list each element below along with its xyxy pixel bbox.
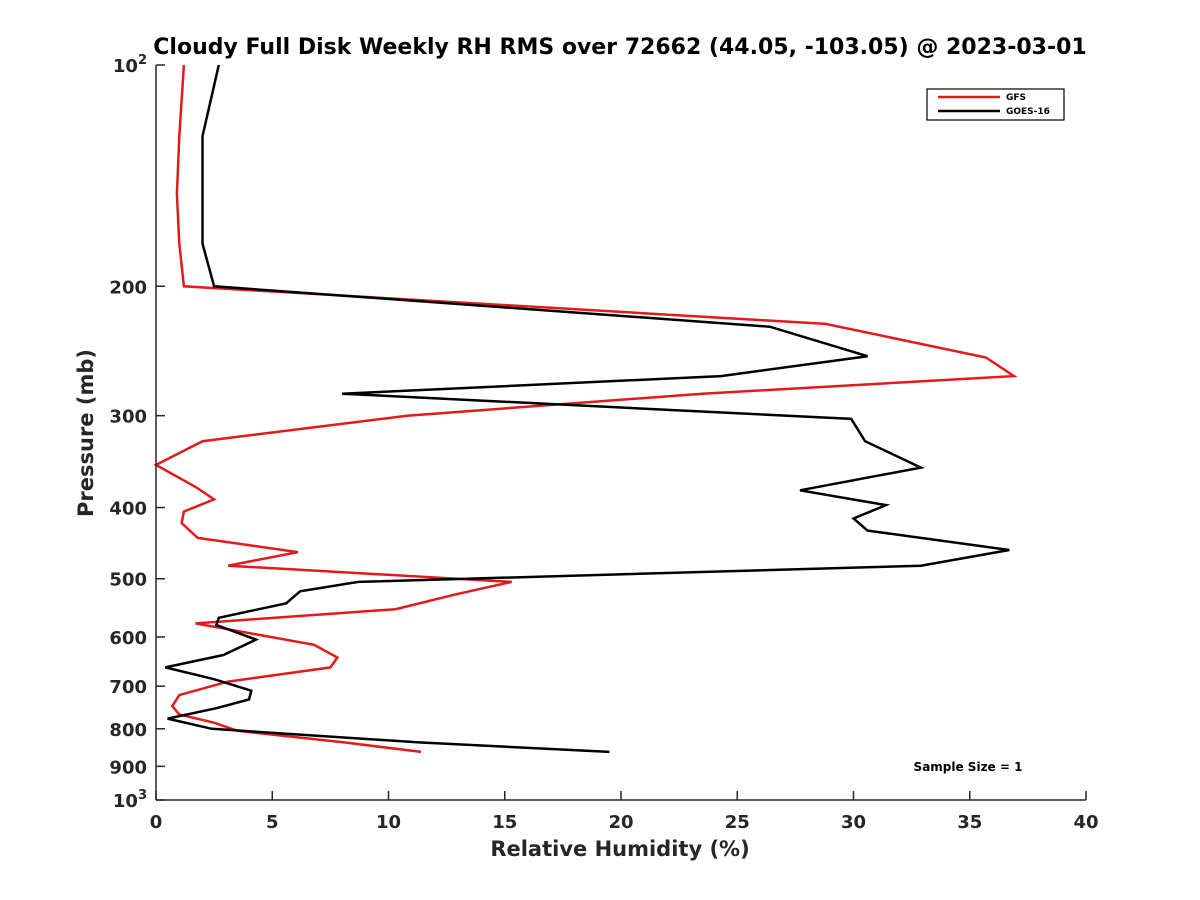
y-tick-label: 200: [109, 277, 147, 298]
x-tick-label: 25: [725, 812, 750, 833]
x-tick-label: 30: [841, 812, 866, 833]
ticks: 0 5 10 15 20 25 30 35 40 102 200 300 400 500 600 700 800…: [109, 53, 1098, 833]
y-tick-label: 600: [109, 628, 147, 649]
x-tick-label: 5: [266, 812, 279, 833]
x-tick-label: 10: [376, 812, 401, 833]
plot-series: [153, 64, 1018, 754]
x-tick-label: 40: [1073, 812, 1098, 833]
x-tick-label: 0: [150, 812, 163, 833]
x-axis-label: Relative Humidity (%): [490, 837, 749, 861]
axes: [155, 65, 1086, 801]
y-tick-label: 800: [109, 720, 147, 741]
y-tick-label: 700: [109, 677, 147, 698]
sample-size-annotation: Sample Size = 1: [914, 760, 1023, 774]
series-line-gfs: [153, 64, 1018, 754]
x-tick-label: 35: [957, 812, 982, 833]
x-tick-label: 20: [608, 812, 633, 833]
y-tick-label: 103: [113, 788, 147, 812]
y-tick-label: 400: [109, 499, 147, 520]
y-tick-label: 900: [109, 757, 147, 778]
x-tick-label: 15: [492, 812, 517, 833]
y-tick-label: 500: [109, 570, 147, 591]
y-axis-label: Pressure (mb): [74, 349, 98, 517]
chart-title: Cloudy Full Disk Weekly RH RMS over 7266…: [153, 35, 1086, 60]
legend: GFS GOES-16: [926, 88, 1065, 121]
legend-box: [926, 88, 1065, 121]
y-tick-label: 102: [113, 53, 147, 77]
legend-label-goes-16: GOES-16: [1006, 107, 1050, 117]
y-tick-label: 300: [109, 407, 147, 428]
legend-label-gfs: GFS: [1006, 93, 1026, 103]
series-line-goes-16: [165, 64, 1010, 754]
